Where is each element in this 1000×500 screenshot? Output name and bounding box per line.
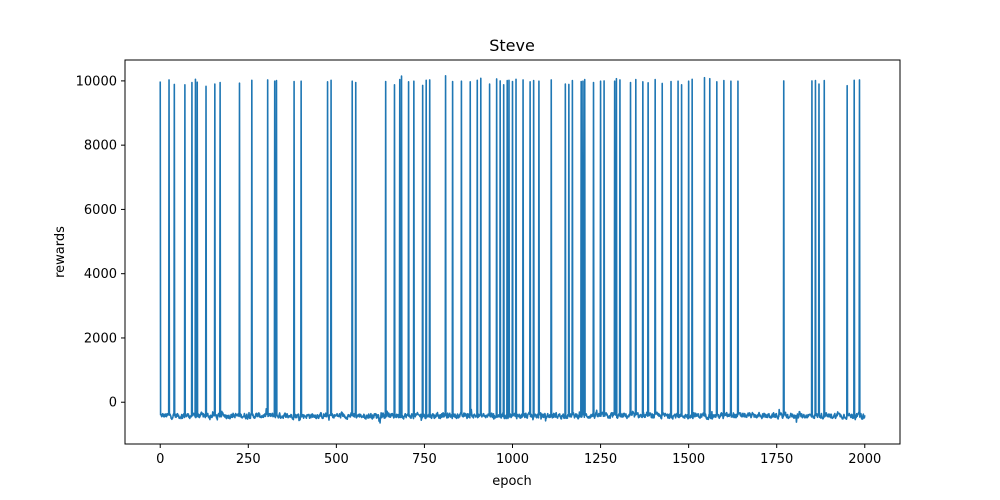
y-tick-label: 4000 xyxy=(84,267,117,282)
y-tick-label: 6000 xyxy=(84,203,117,218)
x-tick-label: 0 xyxy=(156,452,164,467)
plot-area xyxy=(159,74,866,424)
y-axis-ticks: 0 2000 4000 6000 8000 10000 xyxy=(76,74,125,411)
x-axis-title: epoch xyxy=(492,474,532,489)
y-tick-label: 10000 xyxy=(76,74,117,89)
y-tick-label: 2000 xyxy=(84,331,117,346)
x-tick-label: 1500 xyxy=(672,452,705,467)
x-tick-label: 1000 xyxy=(496,452,529,467)
x-tick-label: 1750 xyxy=(760,452,793,467)
x-axis-ticks: 0 250 500 750 1000 1250 1500 1750 2000 xyxy=(156,444,881,467)
x-tick-label: 1250 xyxy=(584,452,617,467)
y-tick-label: 0 xyxy=(109,396,117,411)
x-tick-label: 750 xyxy=(412,452,437,467)
plot-frame xyxy=(124,59,901,445)
x-tick-label: 500 xyxy=(324,452,349,467)
y-axis-title: rewards xyxy=(53,226,68,278)
y-tick-label: 8000 xyxy=(84,139,117,154)
chart-title: Steve xyxy=(489,36,535,55)
x-tick-label: 2000 xyxy=(848,452,881,467)
x-tick-label: 250 xyxy=(236,452,261,467)
rewards-series-line xyxy=(159,74,866,424)
